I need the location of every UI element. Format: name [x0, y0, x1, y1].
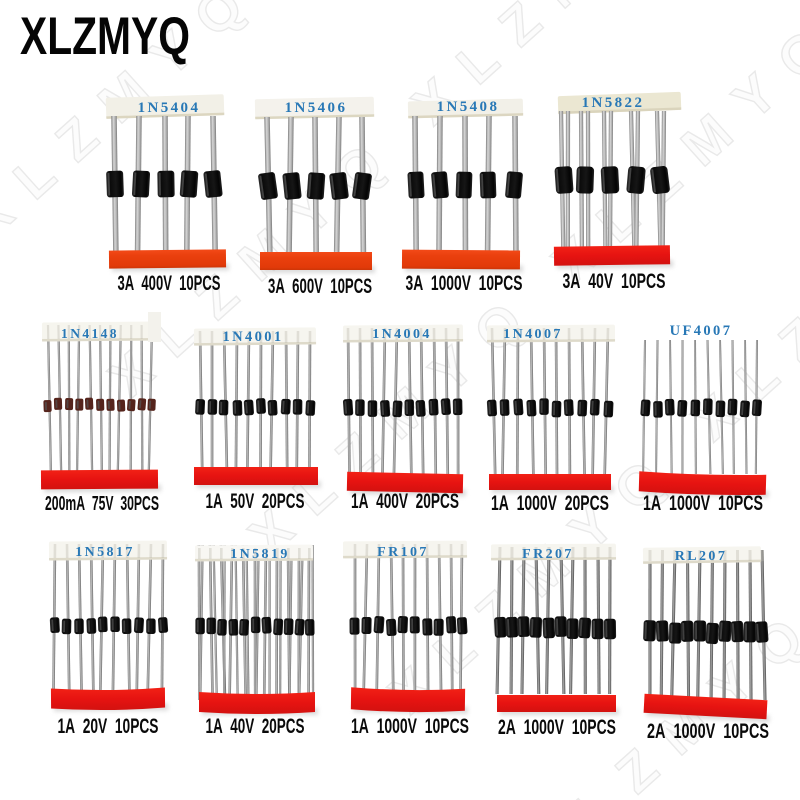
- svg-text:1N4007: 1N4007: [503, 327, 563, 342]
- svg-text:1N4004: 1N4004: [372, 327, 432, 342]
- svg-text:3A 40V 10PCS: 3A 40V 10PCS: [563, 269, 666, 293]
- svg-text:1A 50V 20PCS: 1A 50V 20PCS: [206, 489, 305, 513]
- svg-text:1N4148: 1N4148: [61, 326, 119, 341]
- svg-text:2A 1000V 10PCS: 2A 1000V 10PCS: [498, 715, 616, 739]
- svg-text:1N5822: 1N5822: [582, 95, 645, 111]
- svg-text:FR107: FR107: [377, 545, 429, 560]
- svg-text:200mA 75V 30PCS: 200mA 75V 30PCS: [45, 492, 159, 515]
- svg-text:1N5819: 1N5819: [230, 547, 290, 562]
- svg-text:1N5408: 1N5408: [437, 99, 500, 115]
- svg-text:XLZMYQ: XLZMYQ: [20, 7, 190, 66]
- svg-text:RL207: RL207: [675, 549, 727, 564]
- svg-text:1A 20V 10PCS: 1A 20V 10PCS: [58, 714, 159, 738]
- svg-text:1N5817: 1N5817: [75, 545, 135, 560]
- svg-text:UF4007: UF4007: [670, 323, 733, 339]
- svg-text:1A 1000V 10PCS: 1A 1000V 10PCS: [643, 491, 763, 515]
- svg-text:1A 1000V 20PCS: 1A 1000V 20PCS: [491, 491, 609, 515]
- svg-text:2A 1000V 10PCS: 2A 1000V 10PCS: [647, 719, 769, 743]
- svg-text:1A 40V 20PCS: 1A 40V 20PCS: [206, 714, 305, 738]
- svg-text:3A 400V 10PCS: 3A 400V 10PCS: [118, 271, 221, 295]
- svg-text:3A 600V 10PCS: 3A 600V 10PCS: [268, 274, 372, 298]
- svg-text:1N5406: 1N5406: [285, 100, 348, 116]
- svg-text:1A 400V 20PCS: 1A 400V 20PCS: [351, 489, 459, 513]
- svg-text:FR207: FR207: [522, 547, 574, 562]
- svg-text:1N4001: 1N4001: [222, 329, 283, 345]
- svg-text:1A 1000V 10PCS: 1A 1000V 10PCS: [351, 714, 469, 738]
- svg-text:3A 1000V 10PCS: 3A 1000V 10PCS: [406, 271, 523, 295]
- svg-text:1N5404: 1N5404: [138, 100, 201, 116]
